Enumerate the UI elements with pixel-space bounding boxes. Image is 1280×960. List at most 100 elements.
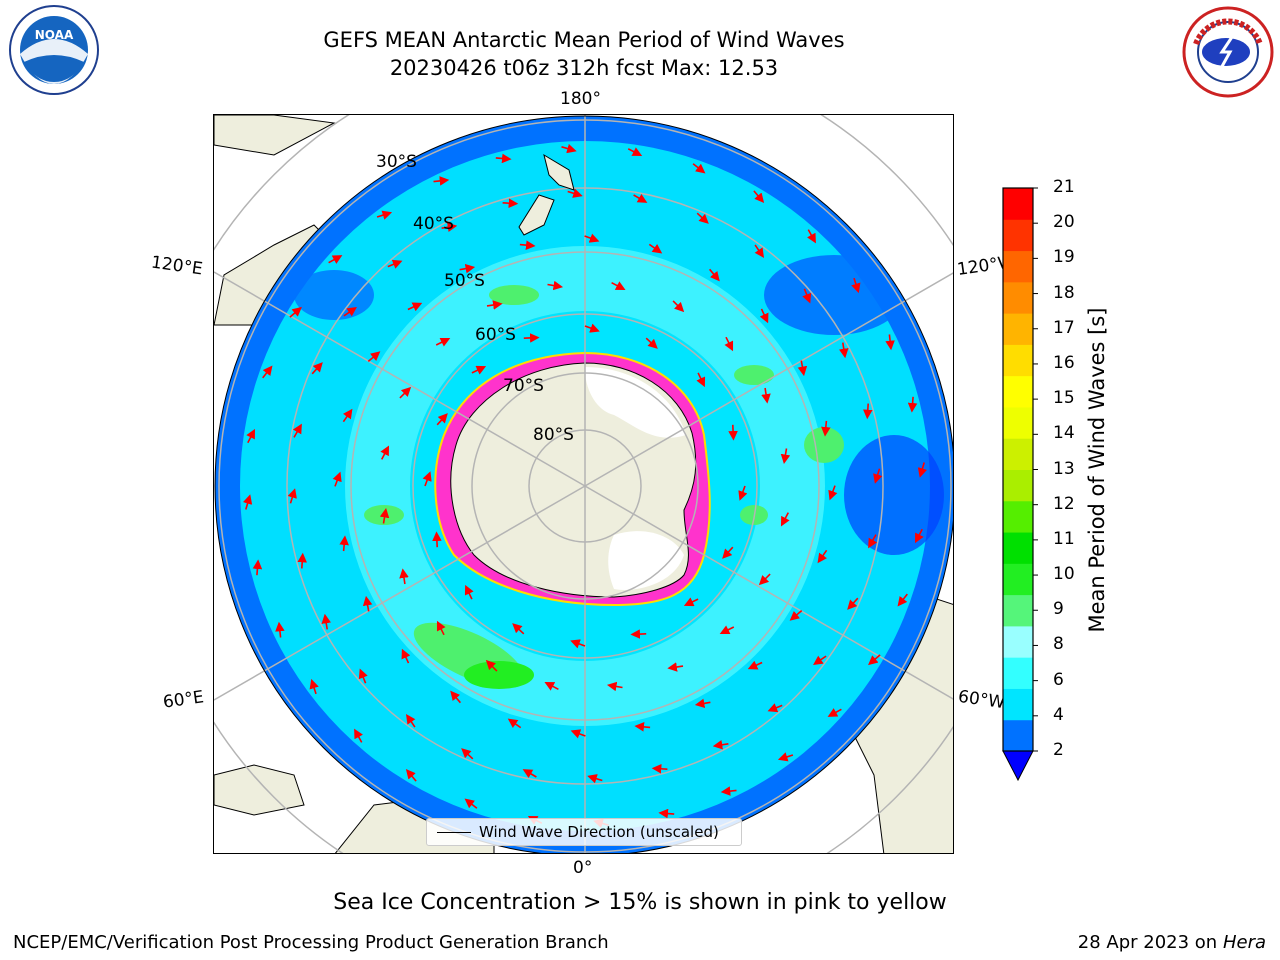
wind-wave-arrow <box>747 660 763 670</box>
lon-label-120e: 120°E <box>149 252 204 280</box>
wind-wave-arrow <box>262 365 273 379</box>
wind-wave-arrow <box>724 336 734 352</box>
colorbar-band <box>1003 500 1033 533</box>
wind-wave-arrow <box>754 244 765 258</box>
wind-wave-arrow <box>471 365 487 375</box>
colorbar-tick-label: 4 <box>1053 704 1064 725</box>
svg-text:NOAA: NOAA <box>35 28 74 42</box>
legend-line-swatch <box>437 832 471 833</box>
wind-wave-arrow <box>584 323 600 333</box>
wind-wave-arrow <box>544 681 559 691</box>
footer-date: 28 Apr 2023 on Hera <box>1078 932 1266 953</box>
wind-arrows <box>242 143 928 829</box>
wind-wave-arrow <box>275 621 285 638</box>
wind-wave-arrow <box>712 740 729 750</box>
wind-wave-arrow <box>343 306 357 317</box>
wind-wave-arrow <box>401 648 411 664</box>
wind-wave-arrow <box>651 764 668 774</box>
wind-wave-arrow <box>897 593 908 607</box>
wind-wave-arrow <box>507 718 522 729</box>
wind-wave-arrow <box>561 143 577 154</box>
wind-wave-arrow <box>821 420 831 437</box>
wind-wave-arrow <box>722 546 734 559</box>
colorbar-tick-label: 19 <box>1053 247 1075 268</box>
wind-wave-arrow <box>362 595 373 612</box>
noaa-logo-icon: NOAA <box>9 5 99 95</box>
nws-logo-icon <box>1182 6 1274 98</box>
wind-wave-arrow <box>915 528 924 544</box>
colorbar-tick-label: 20 <box>1053 212 1075 233</box>
wind-wave-arrow <box>827 708 842 717</box>
wind-wave-arrow <box>630 629 647 639</box>
chart-subtitle: 20230426 t06z 312h fcst Max: 12.53 <box>389 56 779 80</box>
wind-wave-arrow <box>634 722 651 732</box>
wind-wave-arrow <box>789 609 803 621</box>
colorbar-band <box>1003 563 1033 596</box>
colorbar-band <box>1003 719 1033 752</box>
wind-wave-arrow <box>342 408 353 423</box>
wind-wave-arrow <box>567 188 583 198</box>
colorbar-tick-label: 21 <box>1053 177 1075 197</box>
wind-wave-arrow <box>720 786 737 796</box>
colorbar-band <box>1003 344 1033 377</box>
lat-label-80s: 80°S <box>533 425 574 445</box>
map-panel[interactable] <box>213 114 954 854</box>
wind-wave-arrow <box>587 774 603 784</box>
wind-wave-arrow <box>289 306 302 318</box>
wind-wave-arrow <box>387 259 403 269</box>
colorbar-band <box>1003 188 1033 220</box>
wind-wave-arrow <box>358 668 368 684</box>
wind-wave-arrow <box>502 198 519 208</box>
colorbar-tick-label: 17 <box>1053 317 1075 338</box>
colorbar-band <box>1003 219 1033 252</box>
wind-wave-arrow <box>847 597 859 610</box>
wind-wave-arrow <box>495 153 512 164</box>
wind-wave-arrow <box>246 428 255 444</box>
wind-wave-arrow <box>780 448 791 465</box>
wind-wave-arrow <box>570 729 586 739</box>
wind-wave-arrow <box>807 229 816 244</box>
wind-wave-arrow <box>692 163 706 174</box>
wind-wave-arrow <box>252 559 263 576</box>
wind-wave-arrow <box>461 748 474 760</box>
colorbar-tick-label: 11 <box>1053 528 1075 549</box>
colorbar-band <box>1003 281 1033 314</box>
wind-wave-arrow <box>407 302 423 312</box>
wind-wave-arrow <box>719 625 735 635</box>
colorbar-underflow-triangle <box>1002 750 1034 782</box>
colorbar-band <box>1003 438 1033 470</box>
wind-wave-arrow <box>376 210 393 220</box>
wind-wave-arrow <box>828 485 838 501</box>
wind-wave-arrow <box>863 403 873 420</box>
colorbar-band <box>1003 657 1033 689</box>
wind-wave-arrow <box>708 268 720 282</box>
wind-wave-arrow <box>328 255 343 264</box>
wind-wave-arrow <box>367 351 381 363</box>
wind-wave-arrow <box>839 342 849 359</box>
lat-label-50s: 50°S <box>444 271 485 291</box>
colorbar-tick-label: 13 <box>1053 458 1075 479</box>
colorbar-band <box>1003 594 1033 627</box>
wind-wave-arrow <box>868 534 878 549</box>
colorbar-band <box>1003 688 1033 721</box>
wind-wave-arrow <box>332 471 342 487</box>
wind-wave-arrow <box>802 288 812 304</box>
wind-wave-arrow <box>435 337 451 347</box>
wind-wave-arrow <box>813 655 827 666</box>
wind-wave-arrow <box>459 263 476 274</box>
wind-wave-arrow <box>645 337 658 349</box>
wind-wave-arrow <box>311 362 323 375</box>
wind-wave-arrow <box>753 190 765 203</box>
colorbar-tick-label: 6 <box>1053 669 1064 690</box>
colorbar-tick-label: 16 <box>1053 352 1075 373</box>
wind-wave-arrow <box>759 308 769 324</box>
colorbar-tick-label: 10 <box>1053 564 1075 585</box>
wind-wave-arrow <box>667 662 684 672</box>
lat-label-70s: 70°S <box>503 376 544 396</box>
lon-label-60e: 60°E <box>161 687 206 713</box>
wind-wave-arrow <box>441 222 458 232</box>
lat-label-40s: 40°S <box>413 214 454 234</box>
wind-wave-arrow <box>432 531 442 548</box>
wind-wave-arrow <box>354 728 363 743</box>
colorbar-band <box>1003 313 1033 345</box>
